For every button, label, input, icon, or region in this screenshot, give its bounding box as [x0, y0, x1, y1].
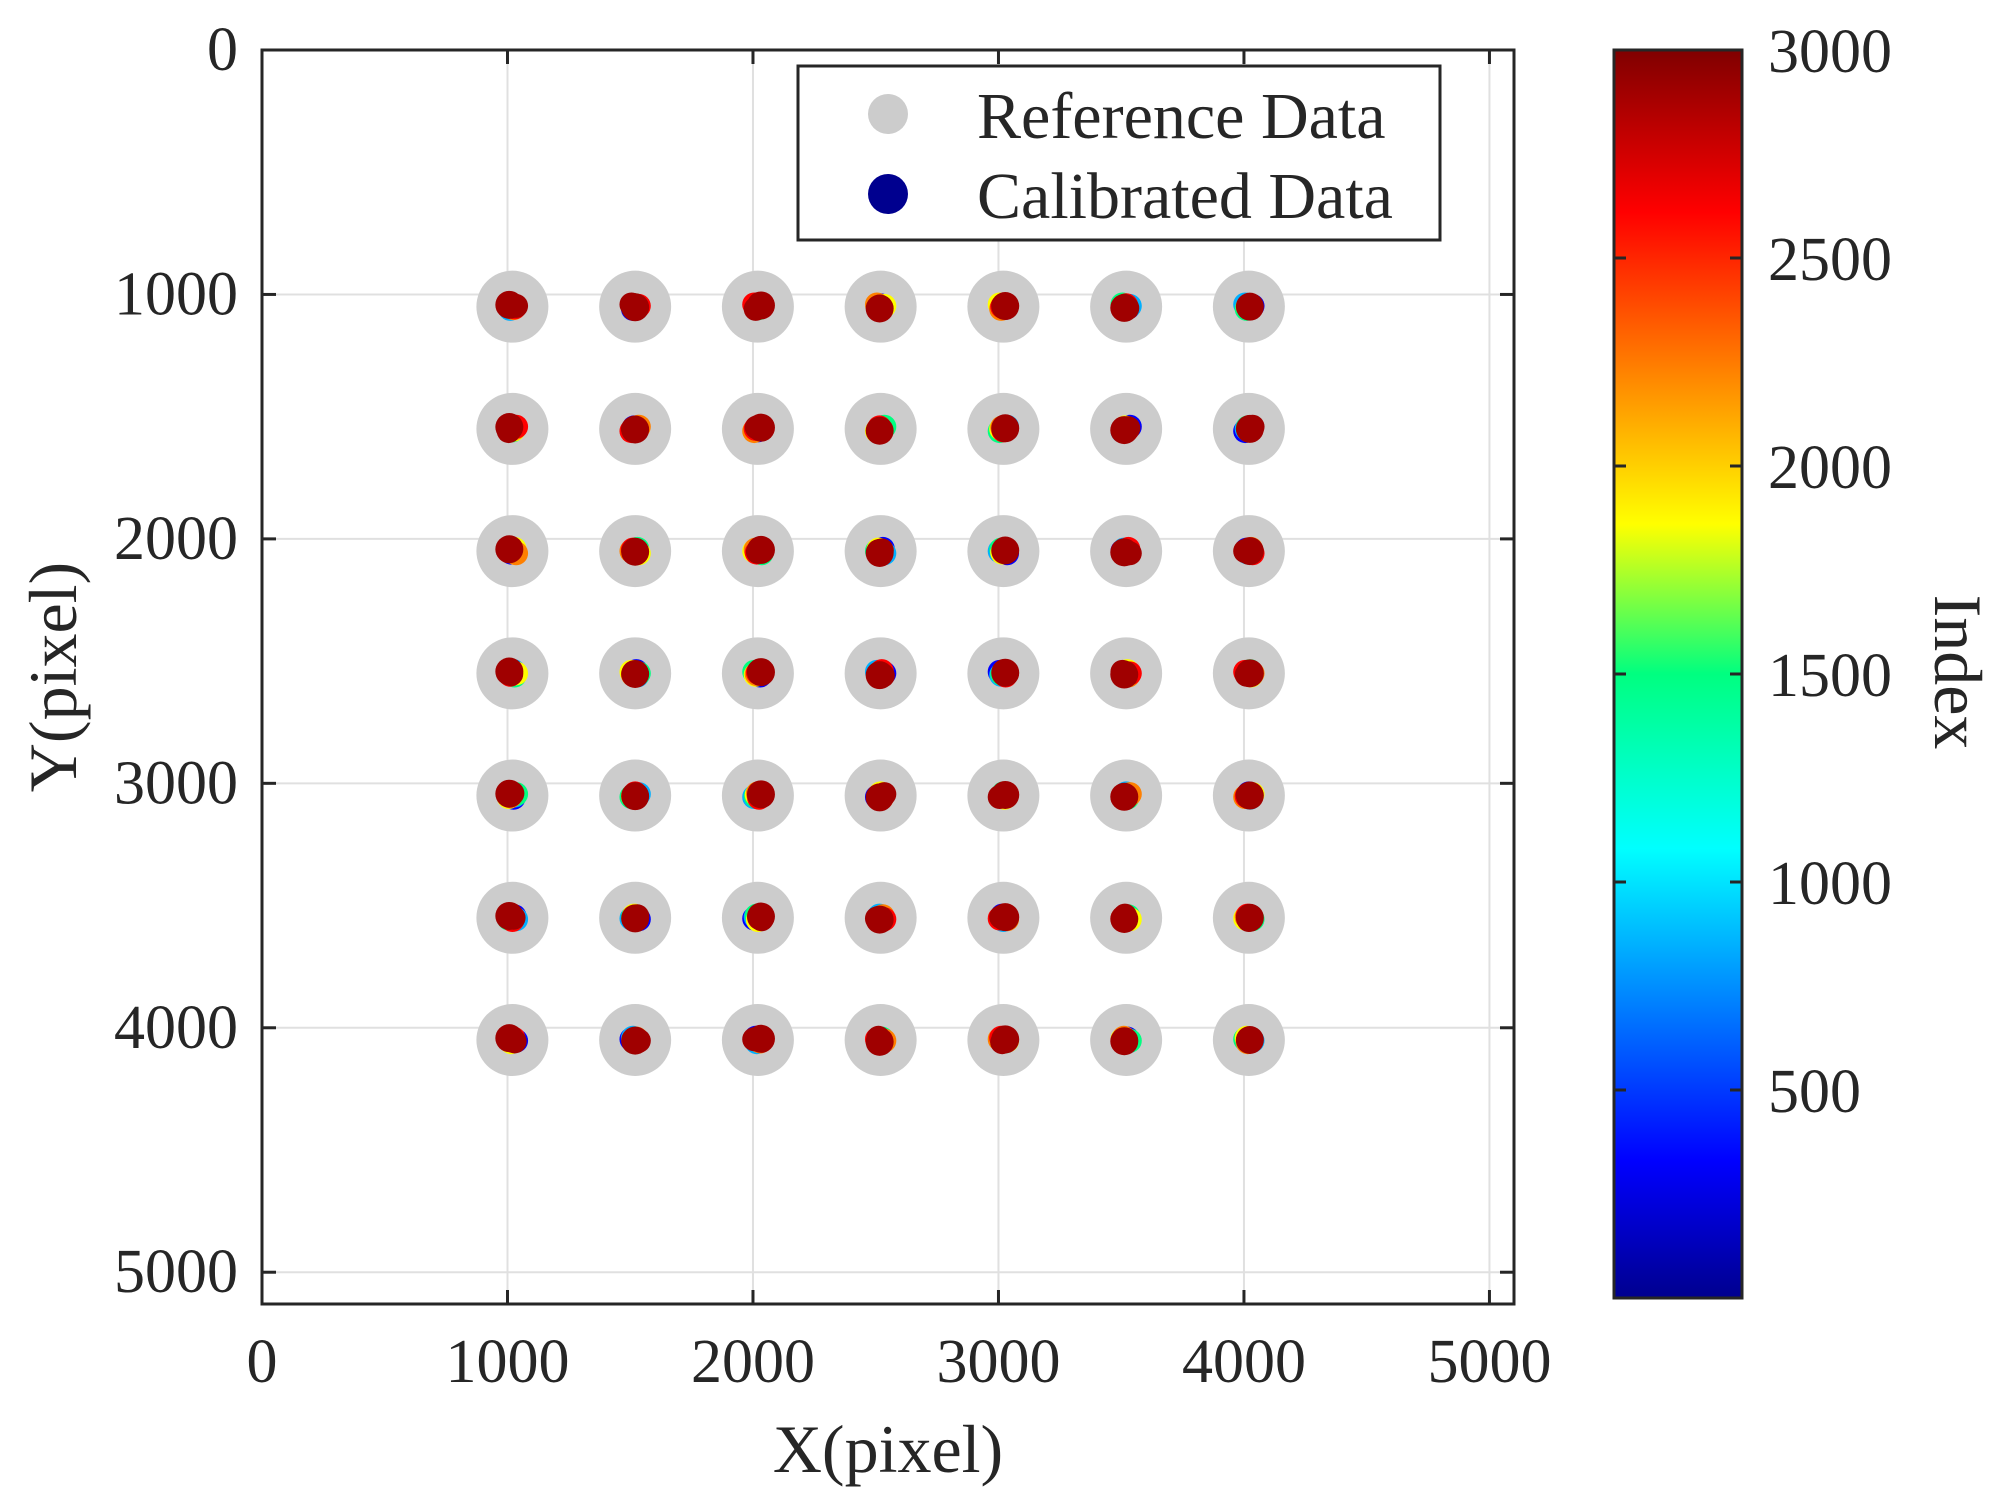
calibrated-point	[621, 904, 650, 933]
colorbar-tick-label: 2500	[1768, 226, 1892, 294]
y-tick-label: 2000	[114, 505, 238, 573]
calibrated-point	[746, 413, 775, 442]
colorbar-label: Index	[1920, 595, 1996, 750]
calibrated-point	[746, 902, 775, 931]
calibrated-data-series	[495, 290, 1265, 1056]
calibrated-point	[1110, 905, 1139, 933]
calibrated-point	[1235, 537, 1264, 566]
calibrated-point	[1235, 292, 1264, 321]
calibrated-point	[865, 1027, 894, 1056]
calibrated-point	[495, 413, 524, 442]
calibrated-point	[865, 783, 894, 812]
calibrated-point	[1110, 293, 1139, 322]
reference-data-series	[476, 270, 1285, 1076]
x-axis-ticks: 0 1000 2000 3000 4000 5000	[247, 50, 1551, 1396]
colorbar-tick-label: 1000	[1768, 850, 1892, 918]
calibrated-point	[1235, 414, 1264, 443]
calibrated-point	[865, 905, 894, 934]
calibrated-point	[1110, 782, 1139, 811]
calibrated-point	[1235, 903, 1264, 932]
legend: Reference Data Calibrated Data	[796, 64, 1442, 242]
colorbar-tick-label: 3000	[1768, 18, 1892, 86]
calibrated-point	[991, 414, 1020, 443]
legend-marker-reference	[868, 94, 908, 134]
x-tick-label: 1000	[445, 1328, 569, 1396]
calibrated-point	[495, 901, 524, 930]
calibrated-point	[865, 538, 894, 567]
calibrated-point	[865, 416, 894, 445]
axes-box	[260, 48, 1516, 1306]
calibrated-point	[495, 535, 524, 564]
calibrated-point	[746, 291, 775, 320]
colorbar-tick-label: 2000	[1768, 434, 1892, 502]
calibrated-point	[1235, 1026, 1264, 1054]
calibrated-point	[621, 415, 650, 444]
calibrated-point	[991, 1025, 1020, 1054]
calibrated-point	[746, 1024, 775, 1053]
calibrated-point	[495, 779, 524, 808]
y-tick-label: 0	[207, 16, 238, 84]
calibrated-point	[621, 782, 650, 811]
colorbar-tick-label: 500	[1768, 1058, 1861, 1126]
calibrated-point	[865, 294, 894, 323]
calibrated-point	[621, 659, 650, 688]
legend-marker-calibrated	[868, 174, 908, 214]
calibrated-point	[495, 657, 524, 686]
y-tick-label: 3000	[114, 749, 238, 817]
calibrated-point	[991, 536, 1020, 565]
calibrated-point	[865, 661, 894, 690]
y-axis-ticks: 0 1000 2000 3000 4000 5000	[114, 16, 1514, 1306]
x-tick-label: 4000	[1182, 1328, 1306, 1396]
y-tick-label: 4000	[114, 994, 238, 1062]
calibrated-point	[1110, 416, 1139, 445]
calibrated-point	[991, 658, 1020, 687]
calibrated-point	[1110, 1027, 1139, 1056]
calibrated-point	[746, 535, 775, 564]
calibrated-point	[1110, 660, 1139, 689]
calibrated-point	[495, 1024, 524, 1053]
x-tick-label: 5000	[1427, 1328, 1551, 1396]
y-tick-label: 5000	[114, 1238, 238, 1306]
colorbar-gradient	[1612, 48, 1744, 1300]
x-tick-label: 0	[247, 1328, 278, 1396]
x-tick-label: 2000	[691, 1328, 815, 1396]
calibrated-point	[991, 780, 1020, 809]
x-tick-label: 3000	[936, 1328, 1060, 1396]
calibrated-point	[621, 293, 650, 322]
legend-box	[796, 64, 1442, 242]
colorbar-tick-label: 1500	[1768, 642, 1892, 710]
legend-label-calibrated: Calibrated Data	[977, 160, 1393, 233]
calibrated-point	[1235, 659, 1264, 688]
calibrated-point	[991, 903, 1020, 932]
y-axis-title: Y(pixel)	[15, 562, 91, 792]
calibrated-point	[746, 780, 775, 809]
colorbar: 500 1000 1500 2000 2500 3000 Index	[1612, 18, 1996, 1300]
calibrated-point	[1235, 781, 1264, 810]
calibrated-point	[621, 1026, 650, 1055]
y-tick-label: 1000	[114, 260, 238, 328]
legend-label-reference: Reference Data	[977, 80, 1386, 153]
calibrated-point	[495, 290, 524, 319]
calibrated-point	[1110, 538, 1139, 567]
colorbar-ticks: 500 1000 1500 2000 2500 3000	[1614, 18, 1892, 1126]
calibrated-point	[991, 292, 1020, 321]
x-axis-title: X(pixel)	[773, 1411, 1003, 1487]
calibrated-point	[746, 658, 775, 687]
calibrated-point	[621, 537, 650, 566]
